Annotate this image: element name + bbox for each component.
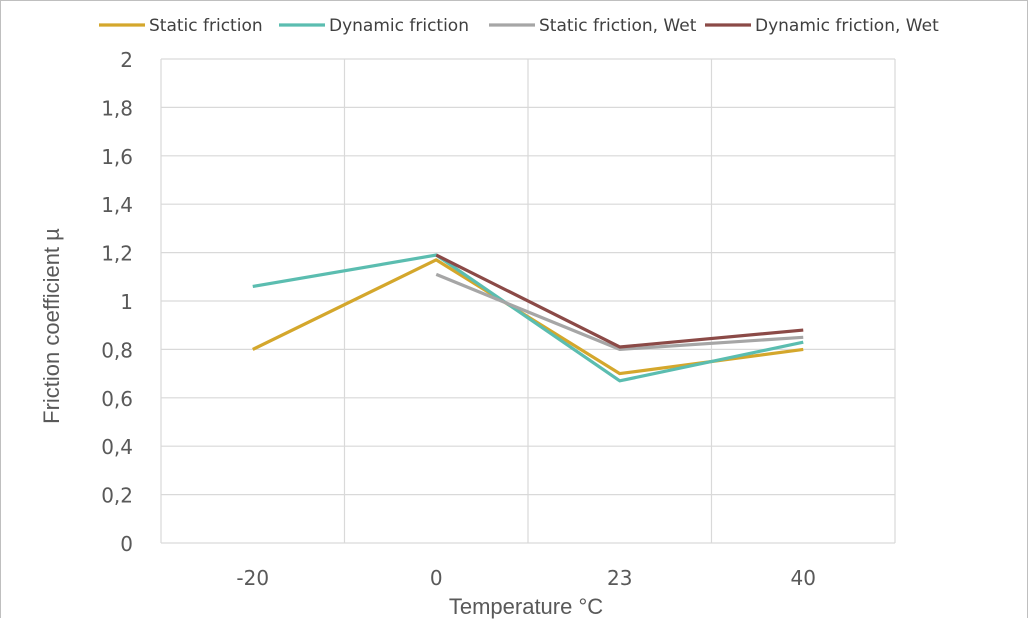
y-tick-label: 0,6 [101, 387, 133, 411]
series-line-4 [435, 253, 804, 349]
x-tick-label: -20 [236, 566, 269, 590]
series-lines [252, 253, 804, 383]
x-tick-labels: -20 0 23 40 [236, 566, 816, 590]
y-tick-label: 0 [120, 532, 133, 556]
y-tick-label: 1,2 [101, 242, 133, 266]
y-tick-label: 0,4 [101, 435, 133, 459]
y-tick-label: 0,8 [101, 338, 133, 362]
legend: Static friction Dynamic friction Static fr… [99, 16, 939, 36]
y-tick-label: 1,6 [101, 145, 133, 169]
x-tick-label: 40 [791, 566, 816, 590]
legend-label: Dynamic friction [329, 16, 469, 36]
legend-item: Dynamic friction, Wet [705, 16, 939, 36]
legend-item: Static friction [99, 16, 263, 36]
x-tick-label: 0 [430, 566, 443, 590]
y-tick-labels: 0 0,2 0,4 0,6 0,8 1 1,2 1,4 1,6 1,8 2 [101, 48, 133, 556]
legend-label: Static friction, Wet [539, 16, 697, 36]
y-tick-label: 1,4 [101, 193, 133, 217]
x-tick-label: 23 [607, 566, 632, 590]
legend-item: Dynamic friction [279, 16, 469, 36]
y-tick-label: 1 [120, 290, 133, 314]
y-axis-title: Friction coefficient µ [39, 228, 64, 424]
y-tick-label: 1,8 [101, 96, 133, 120]
y-tick-label: 0,2 [101, 484, 133, 508]
legend-item: Static friction, Wet [489, 16, 697, 36]
y-tick-label: 2 [120, 48, 133, 72]
x-axis-title: Temperature °C [449, 594, 603, 619]
legend-label: Dynamic friction, Wet [755, 16, 939, 36]
series-line-3 [435, 272, 804, 351]
legend-label: Static friction [149, 16, 263, 36]
series-line-2 [252, 253, 804, 383]
